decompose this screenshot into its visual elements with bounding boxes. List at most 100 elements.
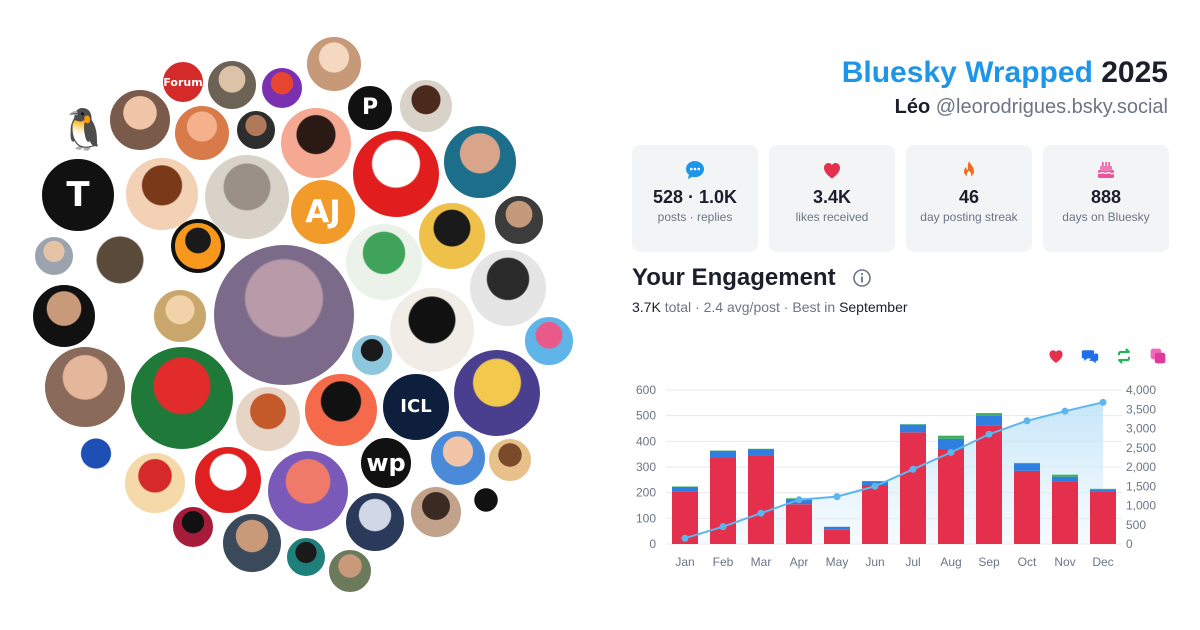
cartoon-fox-avatar[interactable] <box>266 449 350 533</box>
stat-card-streak: 46 day posting streak <box>906 145 1032 252</box>
cumulative-point <box>795 496 803 504</box>
x-tick-label: Sep <box>978 555 1000 569</box>
cartoon-boy-red-avatar[interactable] <box>351 129 441 219</box>
brand-title: Bluesky Wrapped <box>841 56 1093 89</box>
al-jazeera-logo-avatar[interactable]: AJ <box>289 178 357 246</box>
woman-portrait-avatar[interactable] <box>305 35 363 93</box>
red-cartoon-avatar[interactable] <box>171 505 215 549</box>
bar-likes <box>748 455 774 544</box>
redhead-woman-avatar[interactable] <box>234 385 302 453</box>
y-right-tick-label: 3,500 <box>1126 402 1156 416</box>
astronaut-avatar[interactable] <box>344 491 406 553</box>
parrots-avatar[interactable] <box>344 222 424 302</box>
bar-likes <box>710 458 736 544</box>
bar-reposts <box>710 450 736 452</box>
pv-logo-avatar[interactable]: P <box>346 84 394 132</box>
x-tick-label: Oct <box>1018 555 1037 569</box>
y-right-tick-label: 4,000 <box>1126 383 1156 397</box>
cumulative-point <box>947 448 955 456</box>
icl-noticias-logo-avatar[interactable]: ICL <box>381 372 451 442</box>
y-left-tick-label: 400 <box>636 434 656 448</box>
cartoon-girl-avatar[interactable] <box>124 156 200 232</box>
reply-bubble-icon[interactable] <box>1080 346 1100 366</box>
forum-logo-avatar[interactable]: Forum <box>161 60 205 104</box>
user-handle[interactable]: @leorodrigues.bsky.social <box>935 96 1168 118</box>
stat-card-days: 888 days on Bluesky <box>1043 145 1169 252</box>
cartoon-woman-avatar[interactable] <box>398 78 454 134</box>
smiling-man-avatar[interactable] <box>221 512 283 574</box>
y-left-tick-label: 500 <box>636 409 656 423</box>
red-cap-man-avatar[interactable] <box>442 124 518 200</box>
man-glasses-avatar[interactable] <box>206 59 258 111</box>
repost-icon[interactable] <box>1114 346 1134 366</box>
mustache-cartoon-avatar[interactable] <box>279 106 353 180</box>
gray-hair-woman-avatar[interactable] <box>203 153 291 241</box>
bar-replies <box>900 424 926 433</box>
bar-reposts <box>976 413 1002 416</box>
woman-hands-avatar[interactable] <box>43 345 127 429</box>
stat-label: day posting streak <box>920 210 1018 224</box>
woman-glasses-avatar[interactable] <box>108 88 172 152</box>
bar-likes <box>862 484 888 544</box>
heart-icon[interactable] <box>1046 346 1066 366</box>
engagement-best-prefix: Best in <box>792 299 836 315</box>
bar-likes <box>824 529 850 544</box>
x-tick-label: Jun <box>865 555 884 569</box>
child-drinking-avatar[interactable] <box>152 288 208 344</box>
engagement-chart: 0 100 200 300 400 500 600 0 500 1,000 1,500 2,000 2,… <box>636 383 1156 569</box>
woman-long-hair-avatar[interactable] <box>468 248 548 328</box>
featured-punk-avatar[interactable] <box>171 219 225 273</box>
x-tick-label: Dec <box>1092 555 1113 569</box>
camarote-logo-avatar[interactable] <box>67 431 125 489</box>
stat-card-posts: 528 · 1.0K posts · replies <box>632 145 758 252</box>
cartoon-reader-avatar[interactable] <box>350 333 394 377</box>
bar-replies <box>748 449 774 456</box>
cartoon-big-nose-avatar[interactable] <box>123 451 187 515</box>
bald-man-avatar[interactable] <box>173 104 231 162</box>
bar-replies <box>976 415 1002 426</box>
bar-reposts <box>1052 474 1078 477</box>
cartoon-mobster-avatar[interactable] <box>193 445 263 515</box>
stat-label: days on Bluesky <box>1062 210 1150 224</box>
blue-portrait-avatar[interactable] <box>429 429 487 487</box>
woman-dark-hair-avatar[interactable] <box>235 109 277 151</box>
man-outdoors-avatar[interactable] <box>327 548 373 594</box>
cumulative-point <box>719 523 727 531</box>
striped-man-avatar[interactable] <box>452 348 542 438</box>
bar-likes <box>1090 491 1116 544</box>
wp-logo-avatar[interactable]: wp <box>359 436 413 490</box>
stat-label: likes received <box>795 210 869 224</box>
info-icon[interactable] <box>852 268 872 293</box>
y-left-tick-label: 300 <box>636 460 656 474</box>
x-tick-label: Feb <box>713 555 734 569</box>
avatar-cloud: 🐧 Forum P T AJ ICL wp <box>31 35 575 594</box>
quote-icon[interactable] <box>1148 346 1168 366</box>
x-tick-label: Nov <box>1054 555 1075 569</box>
small-woman-avatar[interactable] <box>493 194 545 246</box>
engagement-title: Your Engagement <box>632 264 836 291</box>
cumulative-point <box>985 430 993 438</box>
wrapped-panel: Bluesky Wrapped 2025 Léo @leorodrigues.b… <box>632 0 1169 630</box>
x-tick-label: May <box>826 555 849 569</box>
bar-replies <box>824 526 850 530</box>
bearded-cap-avatar[interactable] <box>487 437 533 483</box>
bar-reposts <box>672 486 698 488</box>
hooded-woman-avatar[interactable] <box>33 235 75 277</box>
y-right-tick-label: 0 <box>1126 537 1133 551</box>
cartoon-dog-avatar[interactable] <box>463 482 509 528</box>
clown-politician-avatar[interactable] <box>129 345 235 451</box>
man-teal-avatar[interactable] <box>285 536 327 578</box>
red-devil-avatar[interactable] <box>260 66 304 110</box>
nyt-logo-avatar[interactable]: T <box>40 157 116 233</box>
woman-short-hair-avatar[interactable] <box>409 485 463 539</box>
flame-icon <box>906 159 1032 181</box>
black-blob-cartoon-avatar[interactable] <box>388 286 476 374</box>
pink-cartoon-avatar[interactable] <box>523 315 575 367</box>
speech-bubble-icon <box>632 159 758 181</box>
cat-woman-avatar[interactable] <box>212 243 356 387</box>
cartoon-eyes-avatar[interactable] <box>303 372 379 448</box>
grinning-face-avatar[interactable] <box>417 201 487 271</box>
cumulative-point <box>757 509 765 517</box>
bearded-man-avatar[interactable] <box>31 283 97 349</box>
cumulative-line <box>684 401 1104 540</box>
